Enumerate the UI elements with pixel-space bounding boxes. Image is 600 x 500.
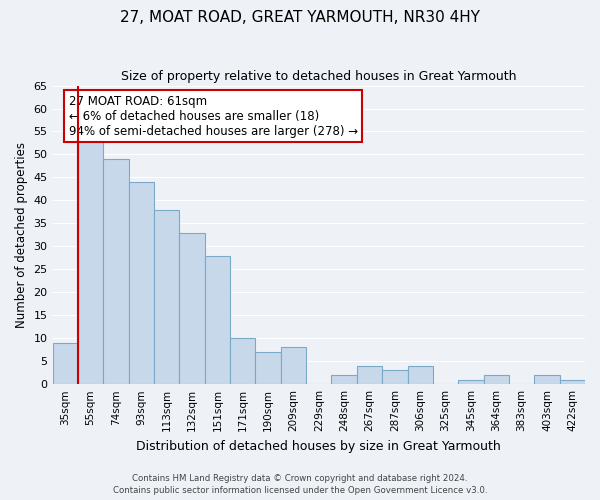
Bar: [53, 343, 78, 384]
Bar: [128, 182, 154, 384]
Bar: [179, 232, 205, 384]
Text: 27, MOAT ROAD, GREAT YARMOUTH, NR30 4HY: 27, MOAT ROAD, GREAT YARMOUTH, NR30 4HY: [120, 10, 480, 25]
Bar: [560, 380, 585, 384]
Bar: [407, 366, 433, 384]
Y-axis label: Number of detached properties: Number of detached properties: [15, 142, 28, 328]
X-axis label: Distribution of detached houses by size in Great Yarmouth: Distribution of detached houses by size …: [136, 440, 501, 452]
Bar: [78, 136, 103, 384]
Bar: [331, 375, 357, 384]
Bar: [154, 210, 179, 384]
Bar: [357, 366, 382, 384]
Bar: [230, 338, 256, 384]
Bar: [281, 348, 306, 384]
Bar: [205, 256, 230, 384]
Bar: [534, 375, 560, 384]
Text: Contains HM Land Registry data © Crown copyright and database right 2024.
Contai: Contains HM Land Registry data © Crown c…: [113, 474, 487, 495]
Bar: [382, 370, 407, 384]
Bar: [458, 380, 484, 384]
Bar: [484, 375, 509, 384]
Title: Size of property relative to detached houses in Great Yarmouth: Size of property relative to detached ho…: [121, 70, 517, 83]
Bar: [256, 352, 281, 384]
Bar: [103, 159, 128, 384]
Text: 27 MOAT ROAD: 61sqm
← 6% of detached houses are smaller (18)
94% of semi-detache: 27 MOAT ROAD: 61sqm ← 6% of detached hou…: [68, 94, 358, 138]
